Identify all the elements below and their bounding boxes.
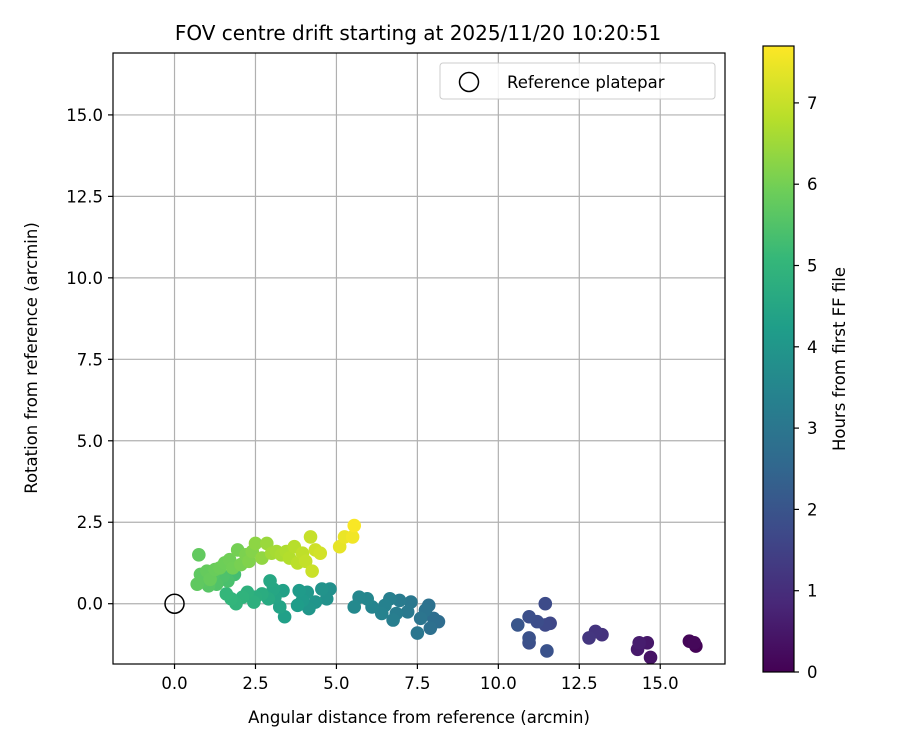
- data-point: [290, 598, 305, 613]
- y-tick-label: 0.0: [77, 595, 103, 614]
- data-point: [632, 636, 646, 650]
- x-tick-label: 2.5: [242, 674, 268, 693]
- legend-entry-reference-platepar: Reference platepar: [507, 73, 665, 92]
- data-point: [347, 600, 362, 614]
- colorbar: [762, 45, 795, 673]
- data-point: [386, 613, 400, 627]
- data-point: [248, 536, 263, 551]
- data-point: [413, 611, 428, 626]
- x-axis-label: Angular distance from reference (arcmin): [248, 708, 590, 727]
- data-point: [303, 530, 318, 544]
- scatter-points: [190, 518, 703, 665]
- data-point: [305, 564, 319, 578]
- colorbar-tick-label: 1: [807, 582, 818, 601]
- data-point: [687, 636, 702, 650]
- legend-reference-marker: [458, 71, 480, 93]
- data-point: [540, 644, 554, 658]
- legend: Reference platepar: [439, 62, 716, 100]
- colorbar-label: Hours from first FF file: [830, 267, 849, 451]
- plot-frame: [112, 52, 726, 665]
- data-point: [522, 609, 536, 624]
- data-point: [347, 518, 362, 533]
- data-point: [298, 554, 313, 569]
- data-point: [374, 606, 389, 621]
- colorbar-tick-label: 5: [807, 257, 818, 276]
- data-point: [510, 618, 525, 632]
- x-tick-label: 5.0: [323, 674, 349, 693]
- data-point: [423, 621, 438, 635]
- data-point: [643, 650, 658, 665]
- y-axis-label: Rotation from reference (arcmin): [22, 222, 41, 494]
- reference-platepar-marker: [164, 593, 185, 614]
- colorbar-tick-label: 7: [807, 94, 818, 113]
- colorbar-tick-label: 2: [807, 500, 818, 519]
- x-tick-label: 7.5: [404, 674, 430, 693]
- data-point: [538, 596, 553, 611]
- data-point: [190, 577, 204, 591]
- data-point: [410, 626, 425, 640]
- data-point: [192, 548, 206, 562]
- data-point: [400, 605, 415, 619]
- data-point: [345, 530, 360, 544]
- colorbar-tick-label: 6: [807, 175, 818, 194]
- colorbar-tick-label: 4: [807, 338, 818, 357]
- chart-title: FOV centre drift starting at 2025/11/20 …: [175, 21, 661, 45]
- y-tick-label: 10.0: [66, 269, 103, 288]
- colorbar-ticks: 0 1 2 3 4 5 6 7: [794, 94, 818, 682]
- colorbar-tick-label: 3: [807, 419, 818, 438]
- x-tick-label: 10.0: [480, 674, 517, 693]
- x-tick-label: 0.0: [161, 674, 187, 693]
- y-tick-label: 7.5: [77, 350, 103, 369]
- data-point: [582, 631, 596, 645]
- y-axis-ticks: 0.0 2.5 5.0 7.5 10.0 12.5 15.0: [66, 106, 113, 614]
- data-point: [315, 582, 329, 596]
- y-tick-label: 5.0: [77, 432, 103, 451]
- data-point: [313, 546, 328, 561]
- data-point: [219, 587, 234, 601]
- data-point: [263, 574, 277, 588]
- y-tick-label: 15.0: [66, 106, 103, 125]
- y-tick-label: 2.5: [77, 513, 103, 532]
- colorbar-tick-label: 0: [807, 663, 818, 682]
- data-point: [292, 583, 306, 598]
- data-point: [247, 595, 261, 609]
- grid-lines: [113, 53, 725, 664]
- data-point: [522, 631, 536, 645]
- y-tick-label: 12.5: [66, 187, 103, 206]
- x-tick-label: 15.0: [642, 674, 679, 693]
- legend-box: [439, 62, 716, 100]
- x-tick-label: 12.5: [561, 674, 598, 693]
- x-axis-ticks: 0.0 2.5 5.0 7.5 10.0 12.5 15.0: [161, 664, 679, 693]
